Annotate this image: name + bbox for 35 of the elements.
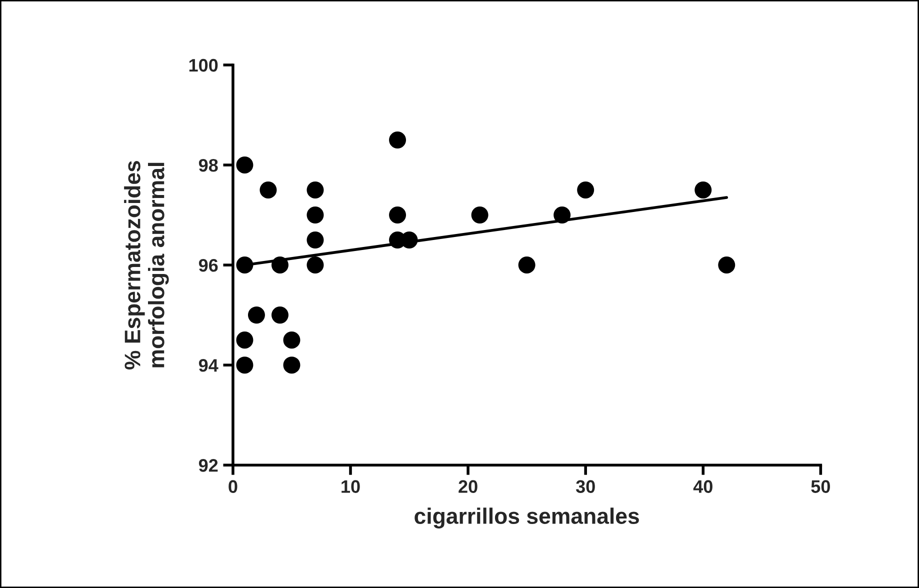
point: [306, 182, 324, 199]
point: [271, 256, 288, 274]
point: [248, 306, 265, 324]
x-tick-label: 10: [342, 480, 360, 493]
point: [236, 156, 254, 174]
point: [236, 256, 254, 274]
y-axis-title: % Espermatozoides morfologia anormal: [124, 160, 169, 370]
point: [577, 182, 594, 199]
y-tick-label: 100: [189, 58, 218, 72]
point: [389, 206, 406, 224]
x-tick-label: 20: [458, 480, 478, 493]
x-axis-title: cigarrillos semanales: [414, 508, 639, 528]
point: [306, 232, 324, 249]
point: [694, 182, 712, 199]
y-tick-label: 94: [198, 359, 218, 372]
point: [554, 206, 571, 224]
point: [471, 206, 488, 224]
y-tick-label: 98: [198, 158, 218, 172]
point: [283, 332, 300, 349]
y-tick-label: 92: [198, 459, 218, 472]
point: [283, 356, 300, 374]
point: [236, 356, 254, 374]
point: [306, 256, 324, 274]
x-tick-label: 30: [576, 480, 595, 493]
x-tick-label: 40: [693, 480, 712, 493]
point: [518, 256, 536, 274]
point: [271, 306, 288, 324]
point: [260, 182, 277, 199]
point: [718, 256, 736, 274]
point: [389, 131, 406, 149]
y-tick-label: 96: [198, 258, 218, 272]
point: [236, 332, 254, 349]
point: [306, 206, 324, 224]
x-tick-label: 50: [811, 480, 830, 493]
x-tick-label: 0: [228, 480, 238, 493]
